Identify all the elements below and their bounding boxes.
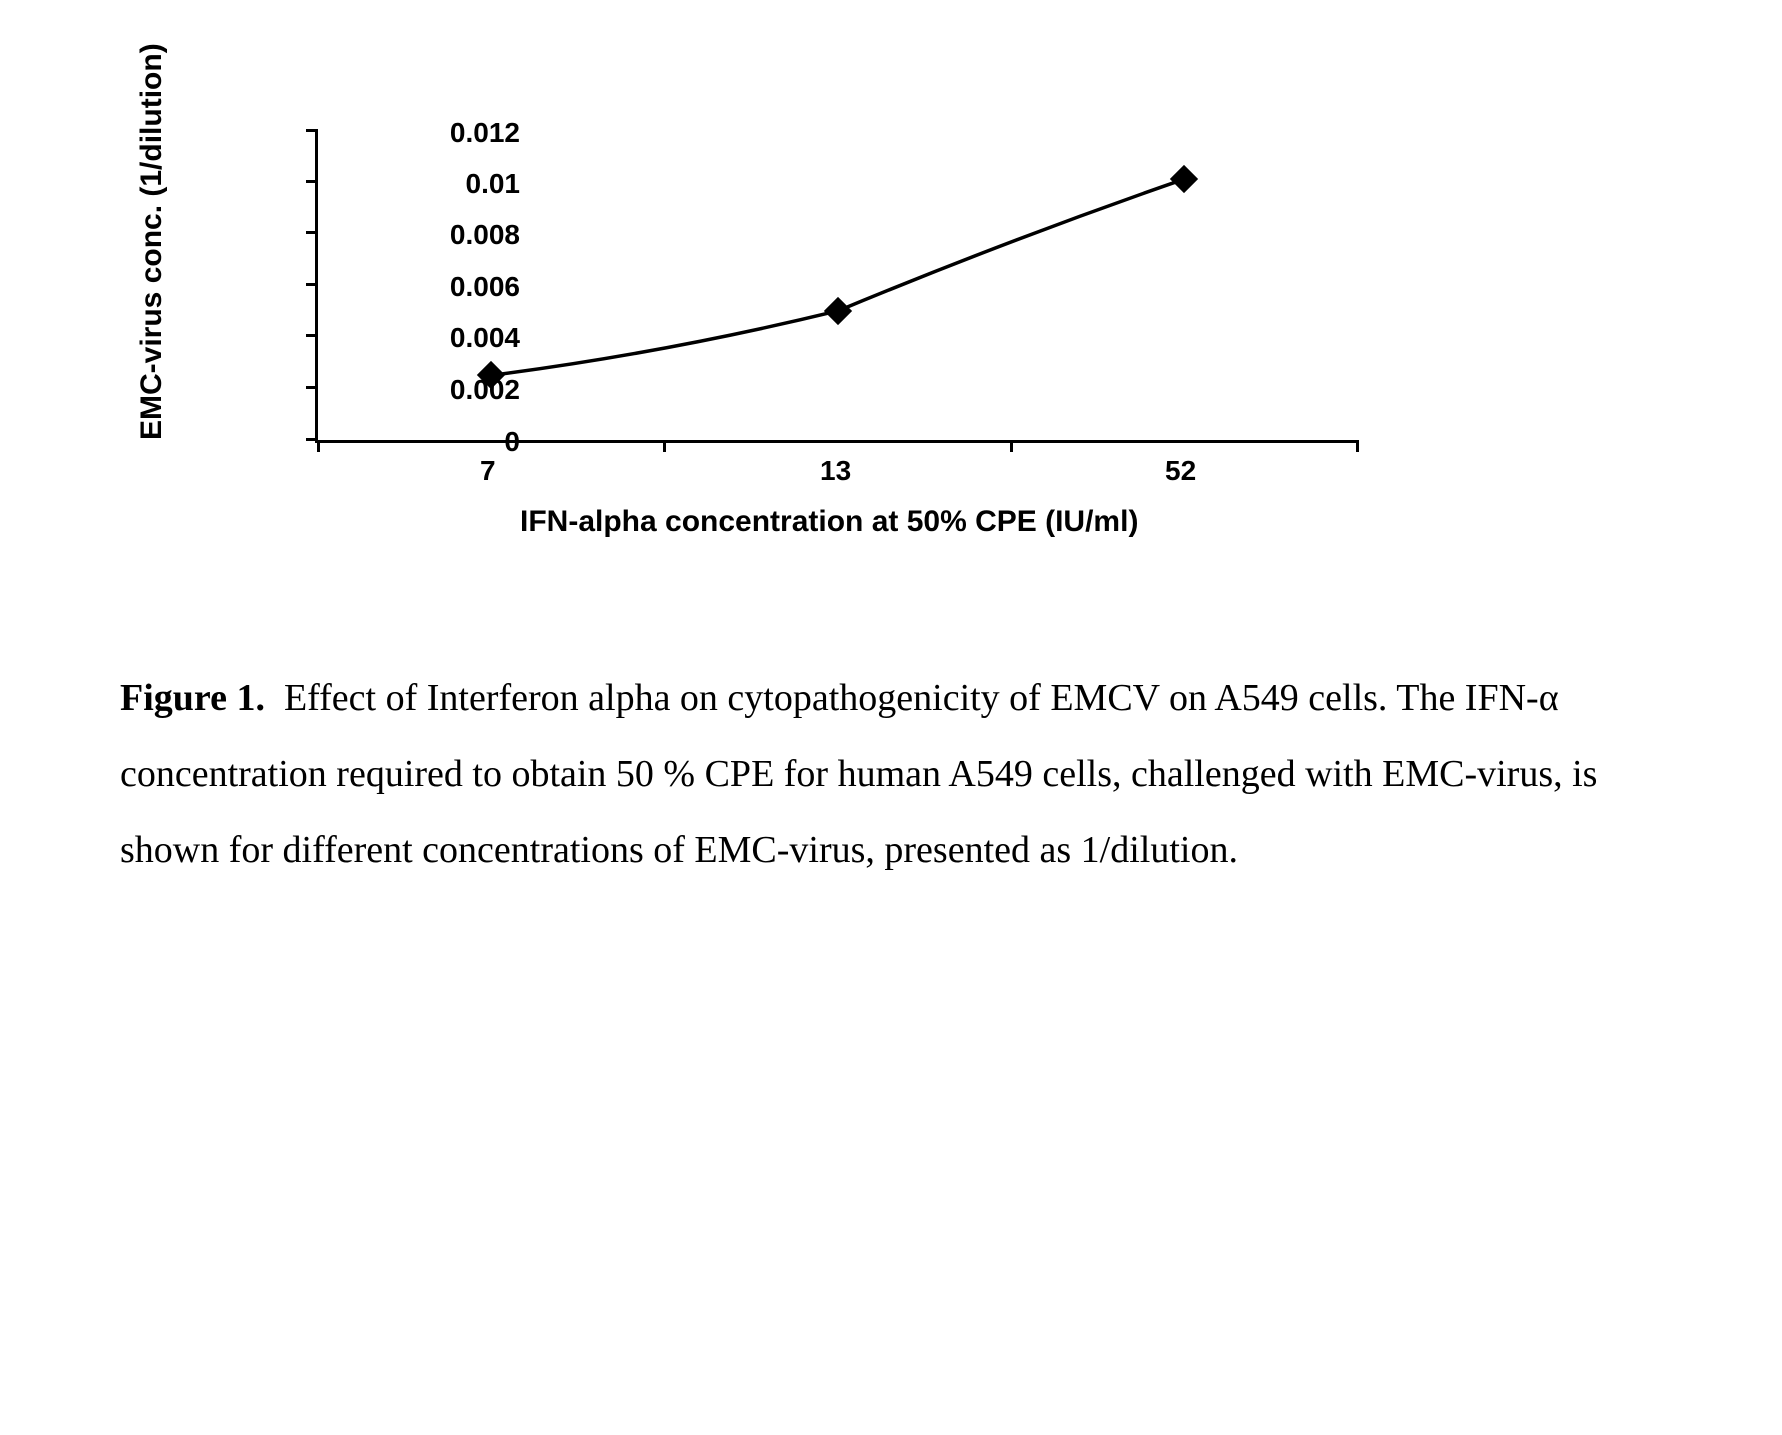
x-tick bbox=[663, 440, 666, 452]
x-tick-label: 7 bbox=[480, 455, 496, 487]
x-axis-title: IFN-alpha concentration at 50% CPE (IU/m… bbox=[520, 505, 1138, 539]
y-tick bbox=[306, 180, 318, 183]
y-tick bbox=[306, 386, 318, 389]
figure-caption: Figure 1. Effect of Interferon alpha on … bbox=[120, 660, 1660, 888]
x-tick bbox=[1356, 440, 1359, 452]
y-tick bbox=[306, 334, 318, 337]
x-tick-label: 13 bbox=[820, 455, 851, 487]
x-tick-label: 52 bbox=[1165, 455, 1196, 487]
y-tick-label: 0.01 bbox=[466, 168, 521, 200]
y-tick-label: 0 bbox=[504, 426, 520, 458]
y-axis-title: EMC-virus conc. (1/dilution) bbox=[135, 43, 169, 440]
figure-number-label: Figure 1. bbox=[120, 677, 265, 719]
y-tick bbox=[306, 129, 318, 132]
y-tick bbox=[306, 231, 318, 234]
y-tick-label: 0.002 bbox=[450, 374, 520, 406]
y-tick-label: 0.012 bbox=[450, 117, 520, 149]
y-tick bbox=[306, 283, 318, 286]
x-tick bbox=[317, 440, 320, 452]
y-tick-label: 0.004 bbox=[450, 322, 520, 354]
y-tick-label: 0.008 bbox=[450, 219, 520, 251]
x-tick bbox=[1010, 440, 1013, 452]
y-tick-label: 0.006 bbox=[450, 271, 520, 303]
caption-text: Effect of Interferon alpha on cytopathog… bbox=[120, 677, 1597, 871]
chart-container: 0 0.002 0.004 0.006 0.008 0.01 0.012 7 1… bbox=[140, 130, 1400, 560]
